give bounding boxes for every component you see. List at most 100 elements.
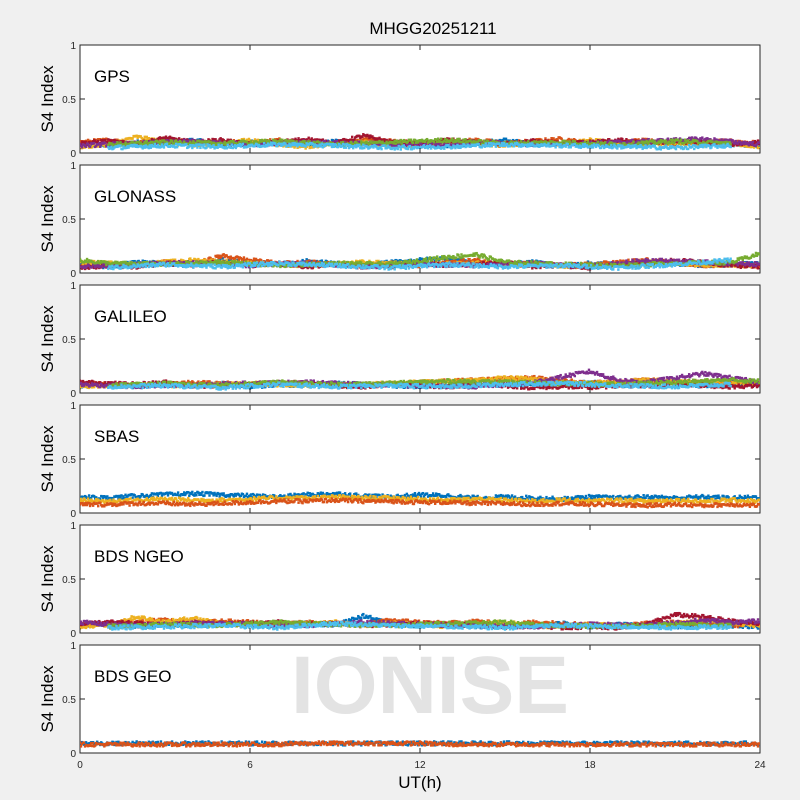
data-point — [542, 140, 545, 144]
data-point — [424, 142, 428, 145]
data-point — [682, 140, 686, 143]
data-point — [553, 143, 556, 147]
data-point — [492, 139, 496, 143]
data-point — [728, 138, 731, 142]
data-point — [648, 144, 651, 148]
data-point — [668, 145, 672, 148]
data-point — [501, 144, 505, 148]
data-point — [461, 145, 464, 148]
data-point — [450, 139, 453, 142]
data-point — [218, 139, 221, 143]
data-point — [434, 138, 438, 141]
data-point — [732, 143, 735, 147]
data-point — [409, 138, 413, 142]
data-point — [305, 142, 308, 145]
data-point — [385, 140, 388, 144]
data-point — [477, 142, 480, 146]
data-point — [238, 142, 242, 146]
data-point — [156, 143, 160, 147]
data-point — [172, 144, 176, 148]
data-point — [393, 148, 396, 151]
data-point — [394, 142, 397, 145]
data-point — [502, 141, 506, 145]
data-point — [133, 143, 136, 147]
data-point — [480, 145, 483, 149]
data-point — [279, 143, 282, 146]
data-point — [672, 141, 676, 145]
data-point — [209, 140, 212, 144]
data-point — [536, 140, 539, 144]
data-point — [659, 138, 663, 142]
data-point — [472, 139, 475, 143]
data-point — [359, 146, 362, 150]
data-point — [392, 142, 395, 145]
series-group — [80, 133, 760, 151]
data-point — [125, 146, 128, 150]
data-point — [149, 146, 153, 149]
data-point — [116, 141, 119, 144]
data-point — [359, 136, 362, 140]
data-point — [295, 140, 298, 143]
data-point — [293, 146, 296, 149]
data-point — [366, 145, 369, 149]
data-point — [425, 144, 429, 148]
data-point — [201, 138, 204, 142]
data-point — [757, 141, 760, 144]
data-point — [552, 137, 555, 140]
data-point — [321, 145, 325, 149]
data-point — [344, 146, 348, 149]
data-point — [208, 143, 211, 147]
data-point — [126, 144, 129, 148]
data-point — [445, 140, 448, 144]
data-point — [292, 143, 295, 147]
data-point — [319, 138, 323, 142]
data-point — [638, 145, 641, 149]
data-point — [104, 141, 107, 145]
data-point — [239, 139, 243, 143]
data-point — [371, 135, 374, 138]
data-point — [514, 142, 518, 146]
data-point — [518, 143, 522, 147]
data-point — [264, 139, 268, 142]
data-point — [103, 143, 106, 147]
data-point — [686, 147, 690, 151]
data-point — [216, 141, 219, 145]
data-point — [446, 138, 449, 142]
data-point — [289, 139, 292, 142]
data-point — [461, 140, 464, 144]
data-point — [528, 144, 531, 148]
data-point — [301, 258, 304, 262]
data-point — [639, 143, 642, 147]
data-point — [658, 145, 662, 149]
data-point — [293, 141, 296, 145]
data-point — [296, 144, 299, 148]
data-point — [701, 143, 704, 147]
data-point — [90, 145, 94, 149]
data-point — [304, 145, 307, 148]
data-point — [408, 144, 412, 148]
data-point — [385, 146, 388, 150]
data-point — [410, 147, 414, 151]
data-point — [416, 141, 420, 144]
data-point — [428, 144, 432, 147]
data-point — [121, 147, 124, 151]
data-point — [525, 143, 528, 147]
data-point — [640, 145, 643, 149]
data-point — [204, 140, 207, 143]
data-point — [567, 137, 570, 141]
data-point — [198, 139, 201, 143]
data-point — [608, 142, 611, 146]
y-tick-label: 0.5 — [62, 95, 76, 106]
data-point — [637, 138, 640, 141]
data-point — [199, 138, 202, 141]
data-point — [303, 140, 306, 143]
data-point — [501, 138, 505, 142]
data-point — [183, 138, 186, 142]
data-point — [285, 138, 288, 142]
data-point — [107, 145, 110, 149]
data-point — [751, 140, 755, 144]
data-point — [659, 147, 663, 151]
data-point — [610, 143, 613, 147]
data-point — [628, 145, 631, 148]
